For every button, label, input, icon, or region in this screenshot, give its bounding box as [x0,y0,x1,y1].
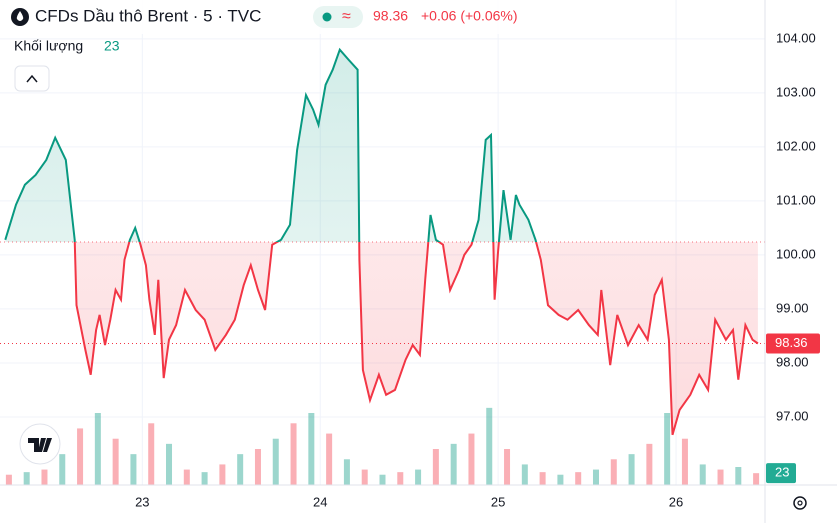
volume-bar [361,469,368,485]
axes: 97.00 98.00 99.00 100.00 101.00 102.00 103.00 1… [135,30,820,509]
volume-bar [610,459,617,485]
y-tick-label: 100.00 [776,246,816,261]
volume-label: Khối lượng [14,38,83,54]
header-price: 98.36 [373,8,408,24]
volume-bar [557,474,564,485]
volume-bar [94,413,101,485]
settings-icon[interactable] [793,496,807,510]
volume-bar [59,454,66,485]
header-bg [0,0,560,34]
volume-bar [735,467,742,485]
volume-bar [77,428,84,485]
volume-bar [592,469,599,485]
status-pill[interactable] [313,6,363,28]
volume-bar [148,423,155,485]
price-tag [766,333,820,354]
volume-bar [41,469,48,485]
volume-tag-label: 23 [775,465,789,480]
grid [0,0,765,485]
volume-bar [628,454,635,485]
volume-bar [237,454,244,485]
volume-bar [308,413,315,485]
volume-bar [753,473,760,485]
drop-icon [16,11,24,21]
volume-bar [415,469,422,485]
price-tag-label: 98.36 [775,335,808,350]
y-tick-label: 99.00 [776,300,809,315]
volume-bar [130,454,137,485]
plot [0,47,765,436]
y-tick-label: 98.00 [776,354,809,369]
volume-bar [539,472,546,485]
area-up [5,49,537,242]
volume-bars [5,407,760,485]
logo-mark [28,438,52,452]
volume-bar [166,443,173,485]
header-change: +0.06 (+0.06%) [421,8,518,24]
y-tick-label: 104.00 [776,30,816,45]
volume-bar [681,438,688,485]
volume-tag [766,463,796,484]
volume-bar [219,464,226,485]
volume-bar [575,472,582,485]
volume-bar [717,469,724,485]
volume-bar [183,469,190,485]
volume-bar [112,438,119,485]
volume-bar [397,472,404,485]
chart-title: CFDs Dầu thô Brent · 5 · TVC [35,6,261,25]
volume-bar [504,449,511,485]
volume-bar [23,472,30,485]
volume-bar [290,423,297,485]
volume-bar [450,443,457,485]
x-tick-label: 23 [135,494,149,509]
volume-bar [201,472,208,485]
volume-bar [326,433,333,485]
line-down [73,241,759,436]
volume-bar [664,413,671,485]
x-tick-label: 25 [491,494,505,509]
volume-bar [254,449,261,485]
collapse-button[interactable] [14,65,50,92]
status-icon: ≈ [342,8,351,25]
volume-bar [379,474,386,485]
y-tick-label: 103.00 [776,84,816,99]
area-down [5,241,758,435]
volume-bar [468,433,475,485]
volume-bar [521,464,528,485]
volume-bar [486,407,493,485]
volume-bar [272,438,279,485]
x-tick-label: 26 [669,494,683,509]
volume-bar [699,464,706,485]
status-dot [322,12,332,22]
y-tick-label: 97.00 [776,408,809,423]
collapse-icon [26,74,38,83]
x-tick-label: 24 [313,494,327,509]
y-tick-label: 101.00 [776,192,816,207]
volume-bar [5,474,12,485]
volume-bar [646,443,653,485]
settings-icon-center [797,500,803,506]
volume-value: 23 [104,38,120,54]
y-tick-label: 102.00 [776,138,816,153]
volume-bar [432,449,439,485]
volume-bar [343,459,350,485]
